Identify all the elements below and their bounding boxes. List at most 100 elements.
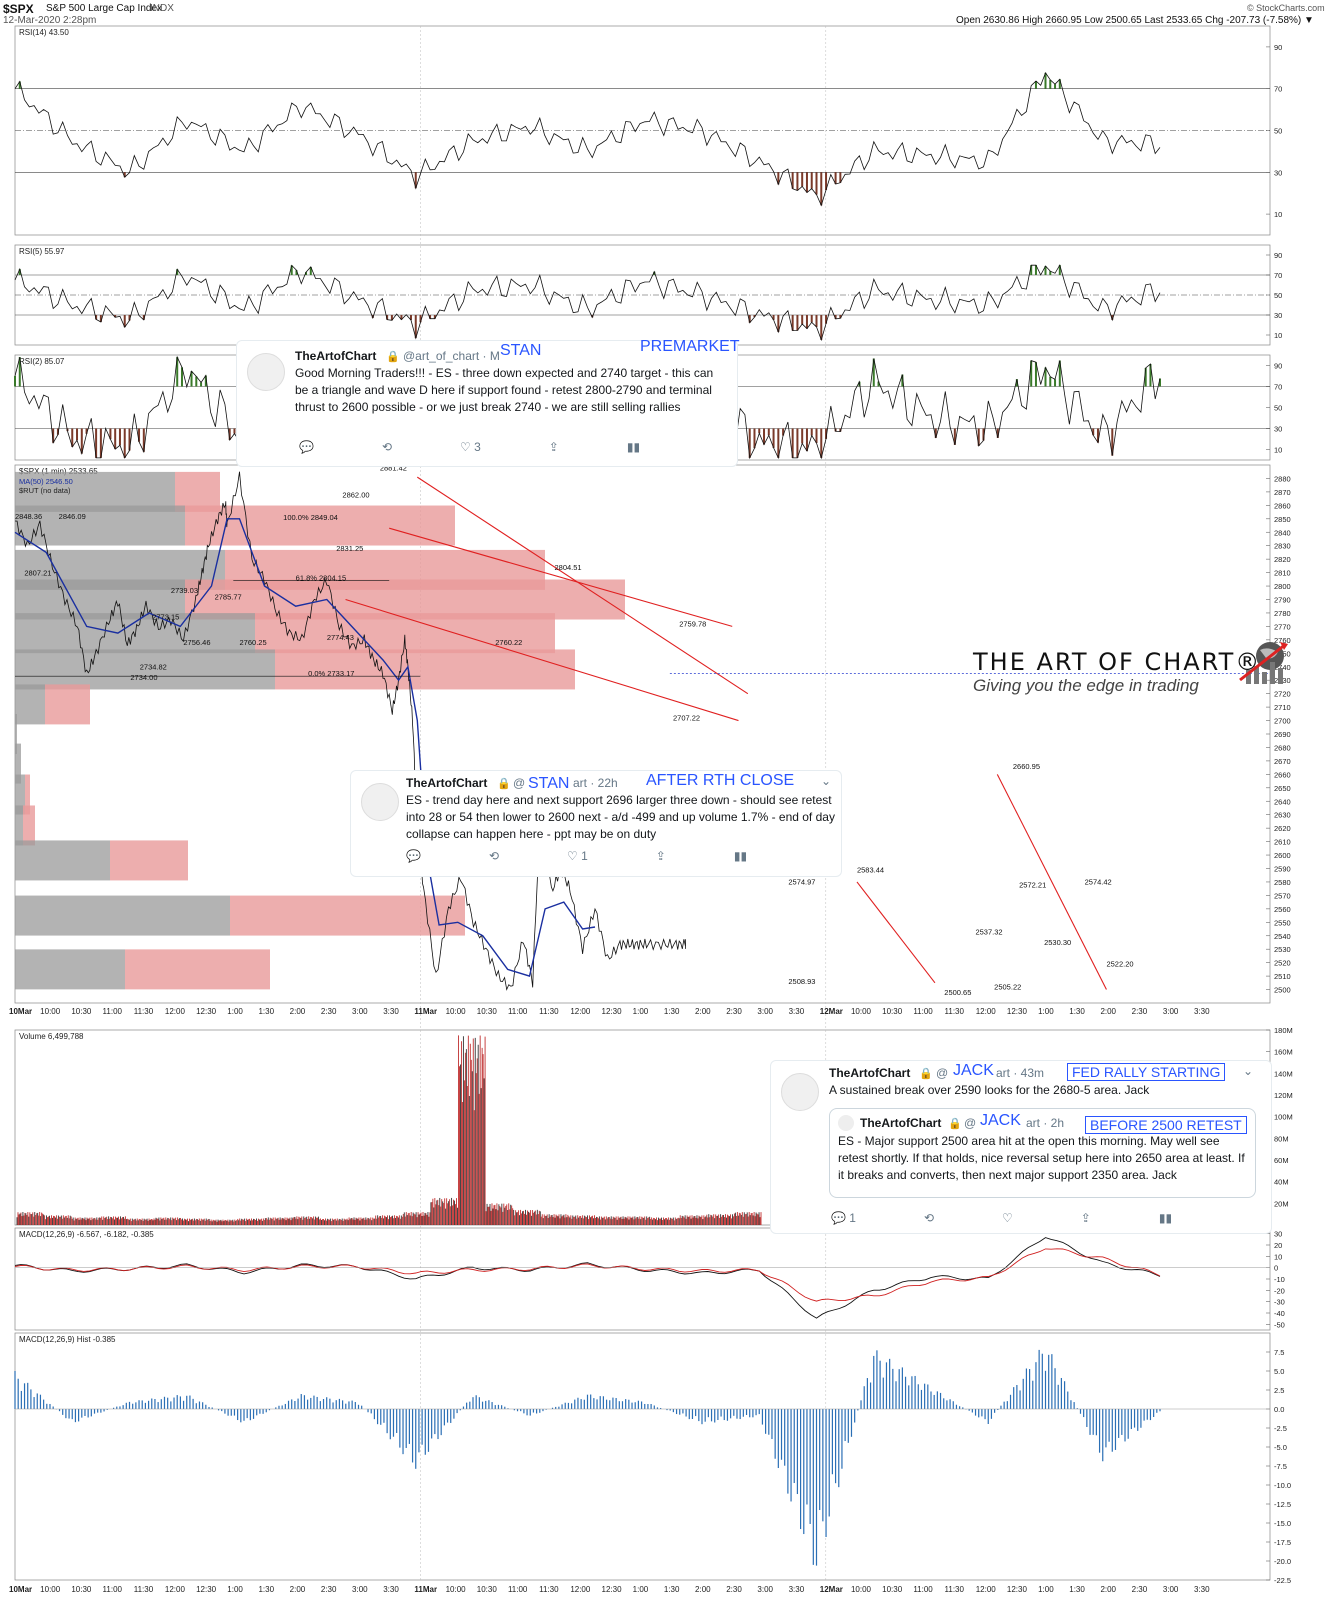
lock-icon: 🔒 <box>386 351 400 363</box>
x-tick-label: 12:00 <box>976 1007 997 1016</box>
tweet-actions: 💬 ⟲ ♡ 3 ⇪ ▮▮ <box>299 440 708 454</box>
x-tick-label: 3:00 <box>1163 1585 1179 1594</box>
y-tick-label: 2740 <box>1274 663 1291 672</box>
x-tick-label: 10:00 <box>851 1007 872 1016</box>
share-icon[interactable]: ⇪ <box>548 440 559 454</box>
avatar <box>781 1073 819 1111</box>
x-tick-label: 1:30 <box>1069 1007 1085 1016</box>
tweet-actions: 💬 ⟲ ♡ 1 ⇪ ▮▮ <box>406 849 815 863</box>
price-label: 2862.00 <box>342 490 369 499</box>
panel-title: MACD(12,26,9) Hist -0.385 <box>19 1335 116 1344</box>
tweet-handle: @ <box>513 776 526 790</box>
y-tick-label: 30 <box>1274 425 1282 434</box>
y-tick-label: -20.0 <box>1274 1557 1291 1566</box>
y-tick-label: 2540 <box>1274 932 1291 941</box>
premarket-stamp: PREMARKET <box>640 338 740 355</box>
x-tick-label: 1:00 <box>227 1007 243 1016</box>
share-icon[interactable]: ⇪ <box>655 849 666 863</box>
analytics-icon[interactable]: ▮▮ <box>1158 1211 1173 1225</box>
y-tick-label: 2790 <box>1274 596 1291 605</box>
x-tick-label: 3:30 <box>789 1007 805 1016</box>
like-icon[interactable]: ♡ 3 <box>460 440 481 454</box>
analytics-icon[interactable]: ▮▮ <box>626 440 641 454</box>
price-label: 2831.25 <box>336 544 363 553</box>
y-tick-label: 40M <box>1274 1178 1289 1187</box>
x-tick-label: 11:00 <box>913 1007 933 1016</box>
chevron-down-icon[interactable]: ⌄ <box>821 774 832 788</box>
price-label: 2807.21 <box>24 568 51 577</box>
y-tick-label: 2830 <box>1274 542 1291 551</box>
volume-by-price-down <box>15 949 125 990</box>
after-close-stamp: AFTER RTH CLOSE <box>646 772 795 789</box>
panel-title: $SPX (1 min) 2533.65 <box>19 467 98 476</box>
tweet-author: TheArtofChart <box>406 776 488 790</box>
reply-icon[interactable]: 💬 <box>299 440 314 454</box>
y-tick-label: 2710 <box>1274 703 1291 712</box>
price-label: 2574.97 <box>788 878 815 887</box>
x-tick-label: 11:00 <box>103 1007 123 1016</box>
jack-stamp: JACK <box>953 1062 994 1079</box>
x-tick-label: 11Mar <box>414 1585 437 1594</box>
quoted-text: ES - Major support 2500 area hit at the … <box>838 1134 1245 1182</box>
y-tick-label: 180M <box>1274 1026 1293 1035</box>
retweet-icon[interactable]: ⟲ <box>923 1211 935 1225</box>
stan-stamp: STAN <box>528 775 570 792</box>
price-label: 2500.65 <box>944 988 971 997</box>
price-label: 2734.00 <box>130 673 157 682</box>
x-tick-label: 2:30 <box>726 1585 742 1594</box>
price-label: 2734.82 <box>140 662 167 671</box>
exchange: INDX <box>150 3 174 14</box>
y-tick-label: 2690 <box>1274 730 1291 739</box>
lock-icon: 🔒 <box>497 778 511 790</box>
tweet-author: TheArtofChart <box>295 349 377 363</box>
y-tick-label: 2860 <box>1274 501 1291 510</box>
volume-by-price-up <box>45 684 90 725</box>
tweet-handle: @ <box>936 1066 949 1080</box>
like-icon[interactable]: ♡ 1 <box>567 849 588 863</box>
price-label: 2537.32 <box>975 927 1002 936</box>
like-icon[interactable]: ♡ <box>1002 1211 1013 1225</box>
y-tick-label: 2720 <box>1274 690 1291 699</box>
chevron-down-icon[interactable]: ⌄ <box>1243 1064 1254 1078</box>
retweet-icon[interactable]: ⟲ <box>381 440 393 454</box>
y-tick-label: 0.0 <box>1274 1405 1284 1414</box>
volume-by-price-up <box>175 471 220 512</box>
y-tick-label: 2760 <box>1274 636 1291 645</box>
x-tick-label: 10Mar <box>9 1007 32 1016</box>
trend-line <box>345 598 739 722</box>
volume-by-price-up <box>125 949 270 990</box>
price-label: 2505.22 <box>994 983 1021 992</box>
y-tick-label: 2650 <box>1274 784 1291 793</box>
y-tick-label: -20 <box>1274 1286 1285 1295</box>
y-tick-label: 2640 <box>1274 797 1291 806</box>
x-tick-label: 3:00 <box>1163 1007 1179 1016</box>
share-icon[interactable]: ⇪ <box>1080 1211 1091 1225</box>
lock-icon: 🔒 <box>919 1068 933 1080</box>
x-tick-label: 10:30 <box>71 1007 92 1016</box>
volume-by-price-up <box>110 840 188 881</box>
price-label: 2530.30 <box>1044 938 1071 947</box>
y-tick-label: -30 <box>1274 1298 1285 1307</box>
price-label: 2739.03 <box>171 586 198 595</box>
y-tick-label: 2670 <box>1274 757 1291 766</box>
y-tick-label: 90 <box>1274 43 1282 52</box>
y-tick-label: 0 <box>1274 1264 1278 1273</box>
reply-icon[interactable]: 💬 1 <box>831 1211 856 1225</box>
reply-icon[interactable]: 💬 <box>406 849 421 863</box>
tweet-age: art · 22h <box>573 776 618 790</box>
x-tick-label: 1:30 <box>664 1585 680 1594</box>
y-tick-label: 2700 <box>1274 717 1291 726</box>
analytics-icon[interactable]: ▮▮ <box>733 849 748 863</box>
y-tick-label: 2610 <box>1274 838 1291 847</box>
y-tick-label: 30 <box>1274 311 1282 320</box>
x-tick-label: 10:30 <box>477 1585 498 1594</box>
x-tick-label: 12:30 <box>602 1585 623 1594</box>
y-tick-label: 140M <box>1274 1069 1293 1078</box>
avatar <box>361 783 399 821</box>
quoted-tweet[interactable]: TheArtofChart 🔒 @ art · 2h ES - Major su… <box>829 1108 1256 1198</box>
retweet-icon[interactable]: ⟲ <box>488 849 500 863</box>
price-label: 2574.42 <box>1085 878 1112 887</box>
tweet-text: A sustained break over 2590 looks for th… <box>829 1083 1150 1097</box>
x-tick-label: 12Mar <box>820 1007 843 1016</box>
x-tick-label: 12:00 <box>165 1007 186 1016</box>
